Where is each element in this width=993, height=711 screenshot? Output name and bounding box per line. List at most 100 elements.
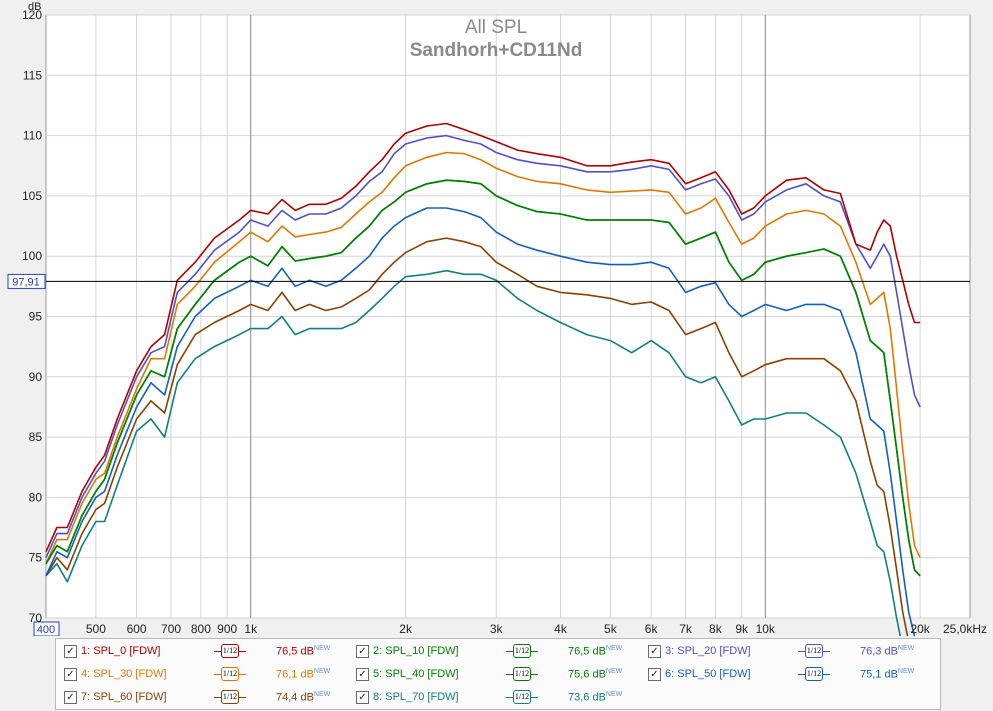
x-start-box[interactable] bbox=[33, 621, 60, 636]
legend-panel: ✓ 1: SPL_0 [FDW] 1/12 76,5 dBNEW ✓ 2: SPL_10 … bbox=[55, 638, 941, 710]
x-tick-label: 8k bbox=[709, 622, 723, 636]
x-tick-label: 4k bbox=[554, 622, 568, 636]
legend-series-label: 4: SPL_30 [FDW] bbox=[81, 668, 167, 680]
legend-item[interactable]: ✓ 1: SPL_0 [FDW] 1/12 76,5 dBNEW bbox=[64, 644, 354, 660]
smoothing-indicator[interactable]: 1/12 bbox=[214, 644, 246, 658]
legend-checkbox[interactable]: ✓ bbox=[64, 691, 77, 704]
x-tick-label: 3k bbox=[490, 622, 504, 636]
smoothing-indicator[interactable]: 1/12 bbox=[214, 667, 246, 681]
new-tag: NEW bbox=[897, 645, 915, 652]
legend-level-value: 75,1 dBNEW bbox=[860, 668, 915, 681]
legend-checkbox[interactable]: ✓ bbox=[64, 668, 77, 681]
y-tick-label: 95 bbox=[29, 310, 43, 324]
new-tag: NEW bbox=[605, 668, 623, 675]
x-end-label: 25,0kHz bbox=[943, 622, 987, 636]
x-tick-label: 10k bbox=[756, 622, 776, 636]
x-tick-label: 700 bbox=[161, 622, 181, 636]
legend-level-value: 76,5 dBNEW bbox=[276, 645, 331, 658]
smoothing-indicator[interactable]: 1/12 bbox=[506, 644, 538, 658]
x-start-label: 400 bbox=[37, 624, 55, 636]
new-tag: NEW bbox=[313, 668, 331, 675]
legend-series-label: 3: SPL_20 [FDW] bbox=[665, 645, 751, 657]
legend-series-label: 1: SPL_0 [FDW] bbox=[81, 645, 161, 657]
legend-checkbox[interactable]: ✓ bbox=[648, 645, 661, 658]
series-line bbox=[45, 269, 902, 636]
smoothing-indicator[interactable]: 1/12 bbox=[798, 644, 830, 658]
legend-item[interactable]: ✓ 2: SPL_10 [FDW] 1/12 76,5 dBNEW bbox=[356, 644, 646, 660]
series-line bbox=[45, 237, 909, 636]
legend-series-label: 2: SPL_10 [FDW] bbox=[373, 645, 459, 657]
y-axis-unit: dB bbox=[28, 1, 41, 13]
new-tag: NEW bbox=[313, 645, 331, 652]
chart-subtitle: Sandhorh+CD11Nd bbox=[410, 40, 583, 61]
smoothing-label: 1/12 bbox=[805, 667, 823, 681]
new-tag: NEW bbox=[605, 691, 623, 698]
legend-item[interactable]: ✓ 5: SPL_40 [FDW] 1/12 75,6 dBNEW bbox=[356, 667, 646, 683]
series-line bbox=[45, 122, 921, 553]
cursor[interactable]: 97,91 bbox=[7, 273, 970, 289]
y-tick-label: 85 bbox=[29, 430, 43, 444]
grid bbox=[46, 14, 970, 619]
smoothing-label: 1/12 bbox=[513, 690, 531, 704]
y-tick-label: 90 bbox=[29, 370, 43, 384]
x-tick-label: 9k bbox=[735, 622, 749, 636]
series-group bbox=[45, 122, 921, 636]
smoothing-indicator[interactable]: 1/12 bbox=[506, 690, 538, 704]
series-line bbox=[45, 179, 921, 577]
legend-checkbox[interactable]: ✓ bbox=[356, 645, 369, 658]
legend-item[interactable]: ✓ 4: SPL_30 [FDW] 1/12 76,1 dBNEW bbox=[64, 667, 354, 683]
chart-title: All SPL bbox=[465, 17, 527, 38]
legend-level-value: 73,6 dBNEW bbox=[568, 691, 623, 704]
y-tick-label: 105 bbox=[22, 189, 42, 203]
series-line bbox=[45, 134, 921, 559]
x-tick-label: 900 bbox=[217, 622, 237, 636]
legend-item[interactable]: ✓ 3: SPL_20 [FDW] 1/12 76,3 dBNEW bbox=[648, 644, 938, 660]
x-tick-label: 6k bbox=[645, 622, 659, 636]
new-tag: NEW bbox=[605, 645, 623, 652]
smoothing-label: 1/12 bbox=[513, 667, 531, 681]
smoothing-indicator[interactable]: 1/12 bbox=[798, 667, 830, 681]
legend-checkbox[interactable]: ✓ bbox=[64, 645, 77, 658]
legend-level-value: 76,3 dBNEW bbox=[860, 645, 915, 658]
smoothing-indicator[interactable]: 1/12 bbox=[506, 667, 538, 681]
legend-checkbox[interactable]: ✓ bbox=[356, 691, 369, 704]
x-tick-label: 5k bbox=[604, 622, 618, 636]
cursor-value-label: 97,91 bbox=[12, 276, 40, 288]
new-tag: NEW bbox=[313, 691, 331, 698]
legend-level-value: 76,1 dBNEW bbox=[276, 668, 331, 681]
y-tick-label: 120 bbox=[22, 8, 42, 22]
series-line bbox=[45, 207, 916, 636]
smoothing-indicator[interactable]: 1/12 bbox=[214, 690, 246, 704]
legend-checkbox[interactable]: ✓ bbox=[356, 668, 369, 681]
x-tick-labels: 400 500 600 700 800 900 1k 2k 3k 4k 5k 6k 7k 8k 9k 10k 2… bbox=[33, 621, 987, 636]
legend-checkbox[interactable]: ✓ bbox=[648, 668, 661, 681]
legend-series-label: 8: SPL_70 [FDW] bbox=[373, 691, 459, 703]
y-tick-label: 80 bbox=[29, 490, 43, 504]
cursor-value-box[interactable] bbox=[7, 273, 46, 289]
legend-item[interactable]: ✓ 6: SPL_50 [FDW] 1/12 75,1 dBNEW bbox=[648, 667, 938, 683]
x-tick-label: 1k bbox=[244, 622, 258, 636]
legend-series-label: 5: SPL_40 [FDW] bbox=[373, 668, 459, 680]
x-tick-label: 7k bbox=[679, 622, 693, 636]
legend-level-value: 76,5 dBNEW bbox=[568, 645, 623, 658]
x-tick-label: 20k bbox=[910, 622, 930, 636]
legend-item[interactable]: ✓ 8: SPL_70 [FDW] 1/12 73,6 dBNEW bbox=[356, 690, 646, 706]
new-tag: NEW bbox=[897, 668, 915, 675]
legend-item[interactable]: ✓ 7: SPL_60 [FDW] 1/12 74,4 dBNEW bbox=[64, 690, 354, 706]
smoothing-label: 1/12 bbox=[513, 644, 531, 658]
x-tick-label: 800 bbox=[191, 622, 211, 636]
legend-level-value: 75,6 dBNEW bbox=[568, 668, 623, 681]
smoothing-label: 1/12 bbox=[221, 667, 239, 681]
legend-series-label: 6: SPL_50 [FDW] bbox=[665, 668, 751, 680]
smoothing-label: 1/12 bbox=[221, 690, 239, 704]
y-tick-label: 110 bbox=[23, 129, 42, 143]
legend-series-label: 7: SPL_60 [FDW] bbox=[81, 691, 167, 703]
x-tick-label: 2k bbox=[399, 622, 413, 636]
x-tick-label: 500 bbox=[86, 622, 106, 636]
legend-level-value: 74,4 dBNEW bbox=[276, 691, 331, 704]
smoothing-label: 1/12 bbox=[805, 644, 823, 658]
series-line bbox=[45, 151, 921, 565]
y-tick-label: 100 bbox=[22, 249, 42, 263]
